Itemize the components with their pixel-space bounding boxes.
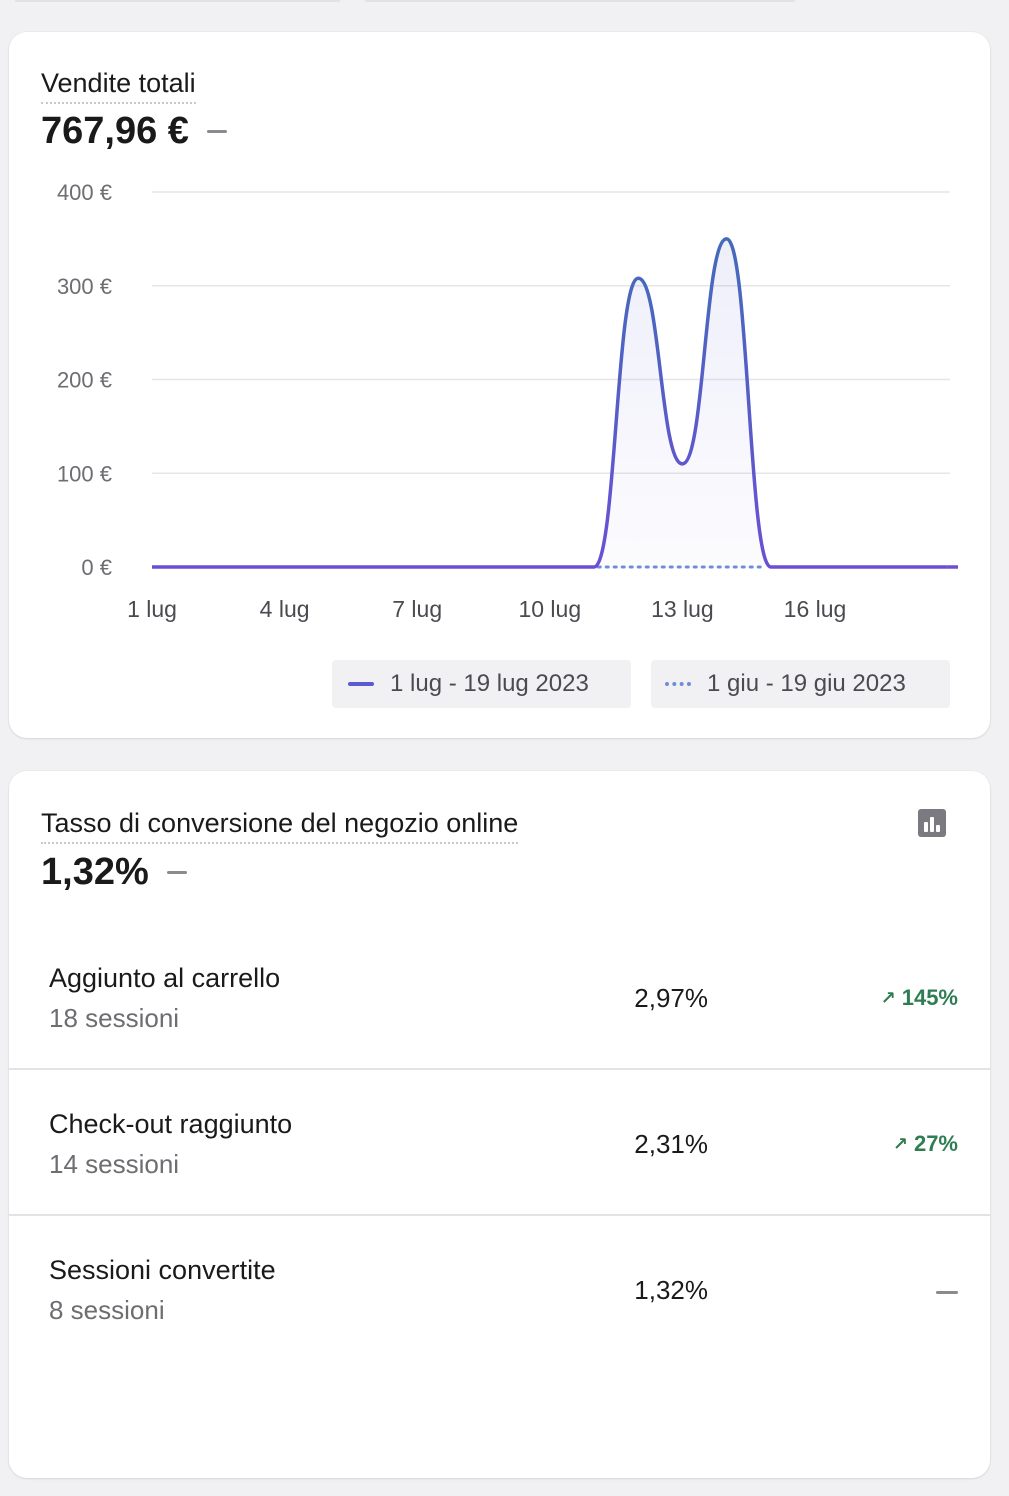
row-rate: 2,31%: [634, 1129, 708, 1159]
row-label: Sessioni convertite: [49, 1255, 276, 1285]
row-change-value: 27%: [913, 1131, 958, 1156]
data-point[interactable]: [187, 558, 205, 576]
data-point[interactable]: [673, 455, 691, 473]
conversion-value: 1,32%: [41, 849, 187, 895]
y-tick-label: 200 €: [57, 368, 112, 393]
data-point[interactable]: [939, 558, 957, 576]
conversion-value-text: 1,32%: [41, 851, 149, 893]
data-point[interactable]: [364, 558, 382, 576]
data-point[interactable]: [276, 558, 294, 576]
x-tick-label: 1 lug: [127, 596, 177, 622]
data-point[interactable]: [762, 558, 780, 576]
data-point[interactable]: [585, 558, 603, 576]
bar-chart-icon[interactable]: [918, 809, 946, 837]
legend-item-previous[interactable]: 1 giu - 19 giu 2023: [651, 660, 950, 708]
funnel-row-converted: Sessioni convertite 8 sessioni 1,32%: [9, 1215, 990, 1360]
row-sessions: 8 sessioni: [49, 1295, 165, 1325]
row-rate: 2,97%: [634, 983, 708, 1013]
no-change-dash: [206, 129, 227, 133]
conversion-card: Tasso di conversione del negozio online …: [9, 771, 990, 1478]
solid-line-icon: [348, 682, 374, 686]
row-sessions: 18 sessioni: [49, 1003, 180, 1033]
row-rate: 1,32%: [634, 1275, 708, 1305]
data-point[interactable]: [452, 558, 470, 576]
arrow-up-right-icon: ↗: [880, 987, 896, 1008]
legend-label: 1 giu - 19 giu 2023: [707, 670, 906, 697]
funnel-row-add-to-cart: Aggiunto al carrello 18 sessioni 2,97% ↗…: [9, 923, 990, 1070]
data-point[interactable]: [231, 558, 249, 576]
data-point[interactable]: [408, 558, 426, 576]
row-change: ↗ 27%: [893, 1131, 958, 1157]
row-sessions: 14 sessioni: [49, 1149, 180, 1179]
funnel-row-checkout: Check-out raggiunto 14 sessioni 2,31% ↗ …: [9, 1069, 990, 1216]
legend-label: 1 lug - 19 lug 2023: [390, 670, 589, 697]
previous-card-edge: [365, 0, 795, 2]
data-point[interactable]: [541, 558, 559, 576]
data-point[interactable]: [629, 269, 647, 287]
arrow-up-right-icon: ↗: [892, 1133, 908, 1154]
row-label: Aggiunto al carrello: [49, 963, 281, 993]
x-tick-label: 7 lug: [392, 596, 442, 622]
x-tick-label: 13 lug: [651, 596, 714, 622]
sales-value: 767,96 €: [41, 108, 227, 154]
data-point[interactable]: [894, 558, 912, 576]
previous-card-edge: [15, 0, 340, 2]
sales-value-text: 767,96 €: [41, 110, 189, 152]
y-tick-label: 300 €: [57, 274, 112, 299]
data-point[interactable]: [806, 558, 824, 576]
conversion-title[interactable]: Tasso di conversione del negozio online: [41, 806, 519, 844]
data-point[interactable]: [718, 230, 736, 248]
row-label: Check-out raggiunto: [49, 1109, 293, 1139]
dotted-line-icon: [665, 682, 691, 686]
no-change-dash: [936, 1291, 958, 1294]
sales-card: Vendite totali 767,96 € 0 € 100 € 200 € 300…: [9, 32, 990, 738]
y-tick-label: 0 €: [81, 555, 112, 580]
row-change-value: 145%: [901, 985, 958, 1010]
no-change-dash: [166, 870, 187, 874]
series-current-area: [152, 238, 948, 567]
sales-title[interactable]: Vendite totali: [41, 66, 196, 104]
data-point[interactable]: [320, 558, 338, 576]
row-change: ↗ 145%: [881, 985, 958, 1011]
x-tick-label: 16 lug: [784, 596, 847, 622]
legend-item-current[interactable]: 1 lug - 19 lug 2023: [332, 660, 631, 708]
x-tick-label: 4 lug: [260, 596, 310, 622]
data-point[interactable]: [143, 558, 161, 576]
series-current-line[interactable]: [152, 237, 948, 569]
y-tick-label: 400 €: [57, 180, 112, 205]
sales-line-chart[interactable]: 0 € 100 € 200 € 300 € 400 € 1 lug 4 lug 7 lug 1…: [9, 152, 990, 738]
data-point[interactable]: [497, 558, 515, 576]
x-tick-label: 10 lug: [518, 596, 581, 622]
y-tick-label: 100 €: [57, 461, 112, 486]
data-point[interactable]: [850, 558, 868, 576]
